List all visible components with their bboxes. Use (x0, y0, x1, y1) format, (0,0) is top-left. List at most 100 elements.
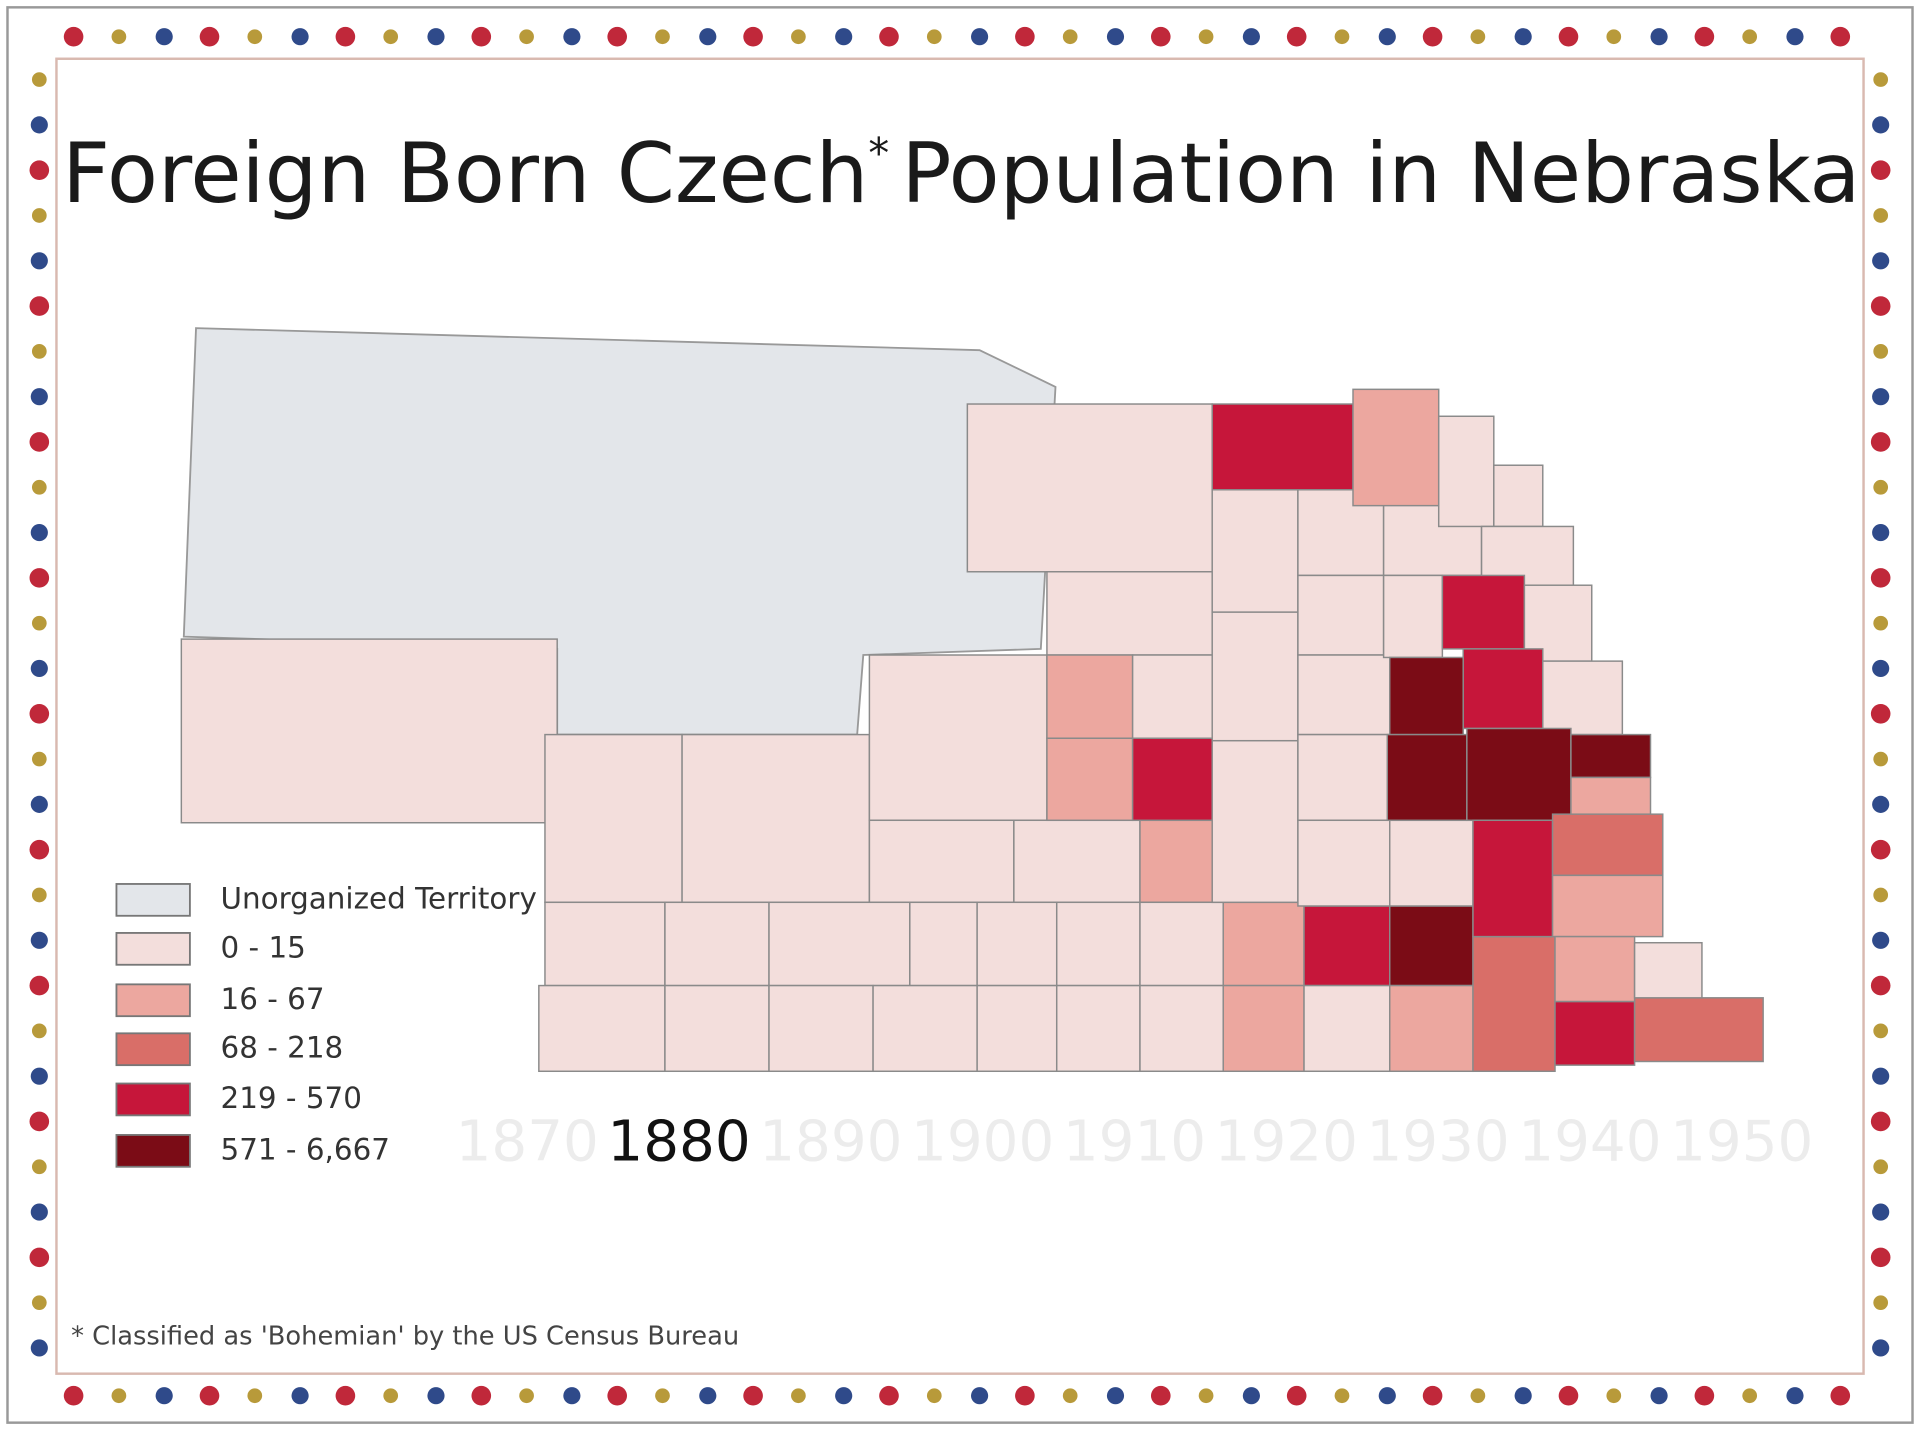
county (909, 901, 978, 987)
county (1297, 654, 1391, 736)
heart-ornament (1870, 1111, 1891, 1132)
heart-ornament (879, 1385, 899, 1406)
heart-ornament (1694, 26, 1715, 47)
counties (180, 388, 1764, 1073)
heart-ornament (1286, 26, 1307, 47)
county (1493, 464, 1544, 528)
county (976, 901, 1058, 987)
star-ornament (971, 1387, 989, 1405)
heart-ornament (1694, 1385, 1715, 1406)
timeline-year[interactable]: 1950 (1670, 1109, 1813, 1174)
star-ornament (30, 795, 48, 813)
map-title: Foreign Born Czech* Population in Nebrask… (62, 125, 1860, 222)
heart-ornament (1870, 160, 1891, 180)
title-text: Foreign Born Czech (62, 125, 868, 222)
timeline-year[interactable]: 1890 (759, 1109, 902, 1174)
star-ornament (30, 1203, 48, 1221)
county (1551, 813, 1664, 877)
heart-ornament (29, 160, 50, 180)
leaf-ornament (926, 29, 942, 45)
heart-ornament (879, 26, 899, 47)
county (1046, 571, 1213, 656)
star-ornament (1242, 28, 1260, 46)
leaf-ornament (31, 1159, 47, 1175)
heart-ornament (63, 1385, 84, 1406)
heart-ornament (29, 296, 50, 316)
heart-ornament (1870, 703, 1891, 724)
star-ornament (1872, 1203, 1890, 1221)
county (1139, 901, 1224, 987)
county (1554, 1000, 1636, 1066)
leaf-ornament (1062, 29, 1078, 45)
star-ornament (1378, 28, 1396, 46)
star-ornament (1872, 931, 1890, 949)
county (1462, 648, 1544, 730)
star-ornament (1514, 1387, 1532, 1405)
heart-ornament (1870, 432, 1891, 452)
timeline-year[interactable]: 1870 (456, 1109, 599, 1174)
leaf-ornament (111, 1388, 127, 1404)
heart-ornament (1150, 26, 1171, 47)
heart-ornament (335, 26, 356, 47)
heart-ornament (29, 975, 50, 996)
leaf-ornament (1873, 887, 1889, 903)
legend-swatch (115, 883, 191, 917)
star-ornament (30, 1067, 48, 1085)
timeline-year[interactable]: 1910 (1063, 1109, 1206, 1174)
heart-ornament (607, 1385, 627, 1406)
leaf-ornament (791, 1388, 806, 1404)
county (1211, 611, 1299, 742)
timeline-year[interactable]: 1900 (911, 1109, 1054, 1174)
title-text: Population in Nebraska (901, 125, 1860, 222)
leaf-ornament (1873, 72, 1889, 87)
timeline-year[interactable]: 1920 (1215, 1109, 1358, 1174)
heart-ornament (1422, 26, 1443, 47)
leaf-ornament (1334, 29, 1350, 45)
heart-ornament (1870, 839, 1891, 860)
star-ornament (1872, 252, 1890, 270)
leaf-ornament (1742, 29, 1758, 45)
county (1139, 984, 1224, 1073)
leaf-ornament (247, 1388, 263, 1404)
county (1472, 819, 1554, 938)
timeline-year[interactable]: 1930 (1366, 1109, 1509, 1174)
title-marker: * (868, 129, 889, 178)
star-ornament (1872, 795, 1890, 813)
star-ornament (155, 28, 173, 46)
leaf-ornament (31, 1295, 47, 1311)
county (1297, 819, 1391, 907)
heart-ornament (29, 1247, 50, 1268)
county (1352, 388, 1440, 507)
leaf-ornament (31, 615, 47, 631)
star-ornament (1872, 1067, 1890, 1085)
leaf-ornament (1873, 1023, 1889, 1039)
heart-ornament (1286, 1385, 1307, 1406)
legend: Unorganized Territory 0 - 15 16 - 67 68 - 2… (115, 881, 537, 1168)
county (872, 984, 978, 1073)
county (1389, 819, 1474, 907)
county (538, 984, 666, 1073)
star-ornament (1650, 1387, 1668, 1405)
star-ornament (1872, 1339, 1890, 1357)
star-ornament (835, 28, 853, 46)
leaf-ornament (31, 1023, 47, 1039)
star-ornament (835, 1387, 853, 1405)
timeline-year[interactable]: 1940 (1518, 1109, 1661, 1174)
county (544, 901, 666, 987)
county (976, 984, 1058, 1073)
leaf-ornament (1873, 1295, 1889, 1311)
leaf-ornament (1198, 1388, 1214, 1404)
heart-ornament (1870, 1247, 1891, 1268)
star-ornament (699, 28, 717, 46)
leaf-ornament (1062, 1388, 1078, 1404)
heart-ornament (1870, 296, 1891, 316)
county (966, 403, 1213, 573)
heart-ornament (743, 1385, 763, 1406)
leaf-ornament (1606, 29, 1622, 45)
heart-ornament (1015, 1385, 1035, 1406)
star-ornament (291, 28, 309, 46)
timeline-year[interactable]: 1880 (607, 1109, 750, 1174)
leaf-ornament (383, 29, 399, 45)
heart-ornament (1558, 26, 1579, 47)
